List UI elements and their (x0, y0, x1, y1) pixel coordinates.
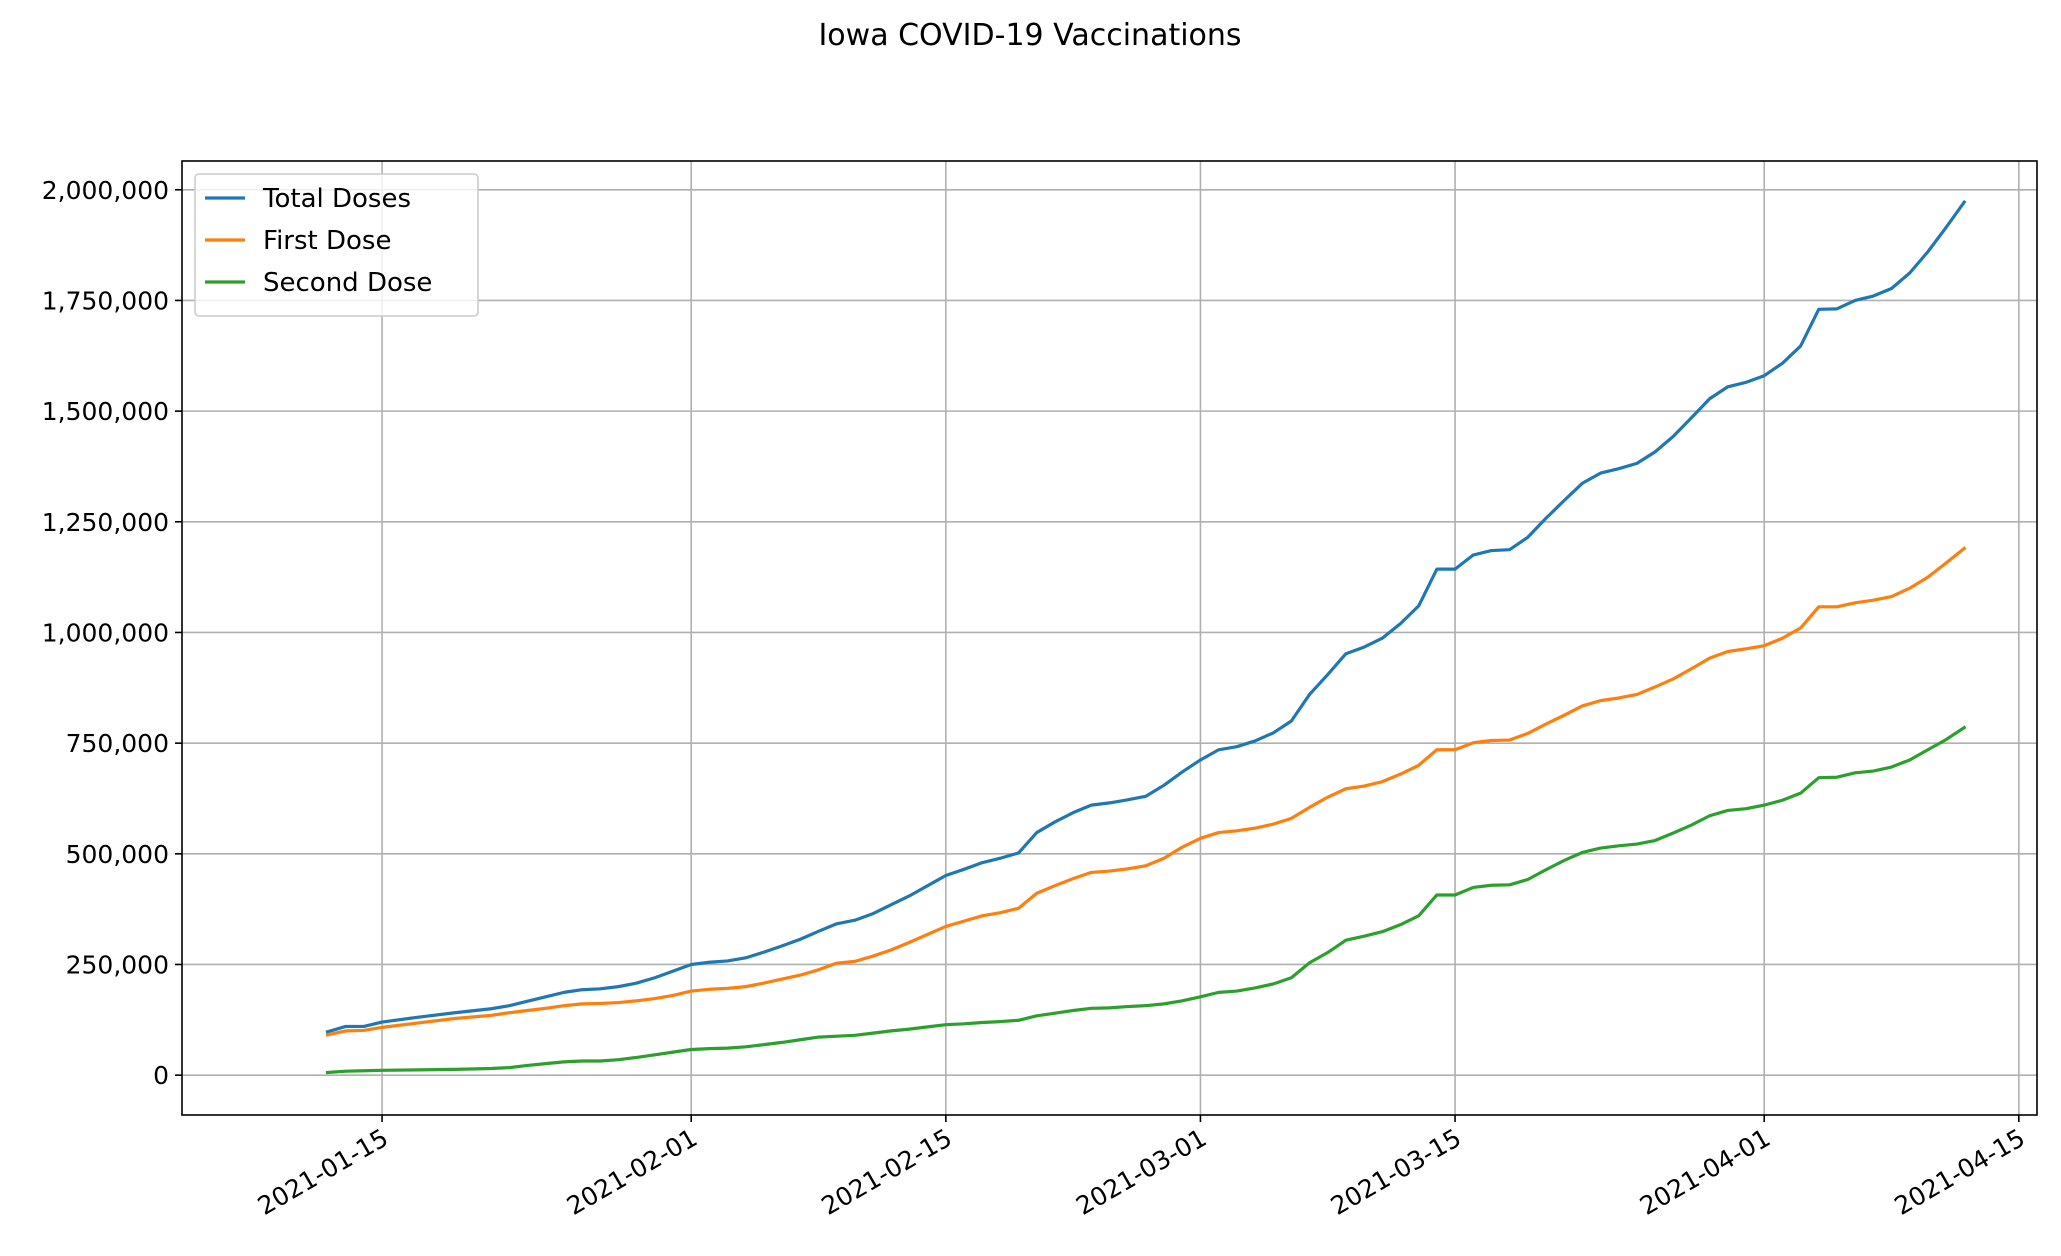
y-tick-label: 0 (153, 1061, 169, 1090)
x-tick-label: 2021-01-15 (253, 1123, 393, 1221)
grid-layer (182, 161, 2037, 1115)
x-tick-label: 2021-02-15 (816, 1123, 956, 1221)
series-layer (325, 199, 1967, 1075)
y-tick-label: 500,000 (66, 840, 169, 869)
chart-title: Iowa COVID-19 Vaccinations (818, 18, 1241, 53)
y-tick-label: 1,250,000 (42, 508, 169, 537)
legend: Total Doses First Dose Second Dose (194, 173, 479, 317)
series-line-second-dose (325, 725, 1967, 1075)
x-tick-label: 2021-03-15 (1326, 1123, 1466, 1221)
series-line-total-doses (325, 199, 1967, 1034)
legend-box (194, 173, 479, 317)
x-tick-label: 2021-04-15 (1889, 1123, 2029, 1221)
x-tick-label: 2021-02-01 (562, 1123, 702, 1221)
y-tick-label: 2,000,000 (42, 176, 169, 205)
y-tick-label: 1,500,000 (42, 397, 169, 426)
y-tick-label: 750,000 (66, 729, 169, 758)
y-tick-label: 250,000 (66, 950, 169, 979)
tick-layer: 0 250,000 500,000 750,000 1,000,000 1,250,000… (42, 176, 2030, 1221)
plot-frame (181, 160, 2038, 1116)
x-tick-label: 2021-04-01 (1635, 1123, 1775, 1221)
legend-label: Total Doses (262, 184, 411, 214)
y-tick-label: 1,750,000 (42, 286, 169, 315)
legend-label: Second Dose (263, 268, 432, 298)
y-tick-label: 1,000,000 (42, 618, 169, 647)
legend-label: First Dose (263, 226, 391, 256)
series-line-first-dose (325, 546, 1967, 1037)
x-tick-label: 2021-03-01 (1071, 1123, 1211, 1221)
